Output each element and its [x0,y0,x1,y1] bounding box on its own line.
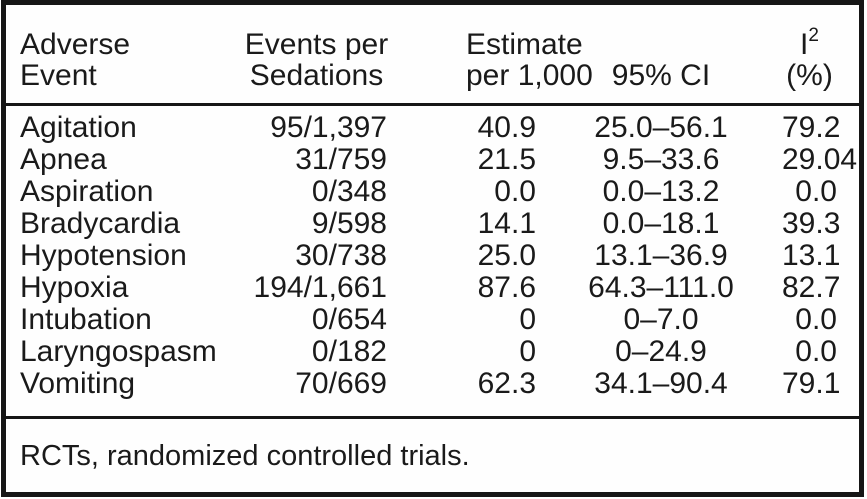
i-squared-cell: 39.3 [782,207,841,240]
i-squared-cell: 13.1 [782,239,841,272]
ci-cell: 25.0–56.1 [594,111,728,144]
table-row: Aspiration 0/348 0.0 0.0–13.2 0.0 [6,176,859,208]
i-squared-exponent: 2 [808,25,819,46]
ci-cell: 0.0–18.1 [602,207,720,240]
events-per-sedations-cell: 194/1,661 [253,271,387,304]
estimate-cell: 14.1 [477,207,536,240]
i-squared-symbol: I2 [782,26,837,61]
events-per-sedations-cell: 0/654 [311,303,387,336]
column-header-adverse-event: Adverse Event [6,29,241,91]
column-header-line: Sedations [249,59,384,92]
ci-cell: 13.1–36.9 [594,239,728,272]
adverse-event-cell: Intubation [20,303,152,336]
events-per-sedations-cell: 30/738 [295,239,387,272]
events-per-sedations-cell: 70/669 [295,367,387,400]
i-squared-cell: 82.7 [782,271,841,304]
table-body: Agitation 95/1,397 40.9 25.0–56.1 79.2 A… [6,106,859,419]
events-per-sedations-cell: 9/598 [311,207,387,240]
column-header-line: per 1,000 [466,59,593,92]
column-header-blank-line [540,29,782,60]
column-header-i-squared: I2 (%) [782,26,859,92]
adverse-event-cell: Hypotension [20,239,187,272]
estimate-cell: 87.6 [477,271,536,304]
adverse-event-cell: Hypoxia [20,271,129,304]
ci-cell: 0–7.0 [623,303,699,336]
adverse-event-cell: Apnea [20,143,107,176]
i-squared-cell: 0.0 [795,303,837,336]
table-row: Laryngospasm 0/182 0 0–24.9 0.0 [6,336,859,368]
adverse-event-cell: Vomiting [20,367,136,400]
events-per-sedations-cell: 95/1,397 [270,111,387,144]
table-row: Vomiting 70/669 62.3 34.1–90.4 79.1 [6,368,859,400]
estimate-cell: 21.5 [477,143,536,176]
i-squared-cell: 79.1 [782,367,841,400]
estimate-cell: 0.0 [494,175,536,208]
estimate-cell: 62.3 [477,367,536,400]
ci-cell: 9.5–33.6 [602,143,720,176]
column-header-estimate-per-1000: Estimate per 1,000 [392,28,593,92]
adverse-event-cell: Aspiration [20,175,154,208]
table-row: Apnea 31/759 21.5 9.5–33.6 29.04 [6,144,859,176]
table-footnote: RCTs, randomized controlled trials. [20,440,470,472]
column-header-95-ci: 95% CI [540,29,782,91]
column-header-line: Adverse [20,28,131,61]
column-header-line: Events per [244,28,389,61]
ci-cell: 0.0–13.2 [602,175,720,208]
adverse-event-cell: Agitation [20,111,137,144]
table-row: Hypoxia 194/1,661 87.6 64.3–111.0 82.7 [6,272,859,304]
ci-cell: 64.3–111.0 [588,271,734,304]
column-header-line: 95% CI [611,59,711,92]
estimate-cell: 0 [519,303,536,336]
i-squared-base: I [800,28,809,61]
table-row: Hypotension 30/738 25.0 13.1–36.9 13.1 [6,240,859,272]
events-per-sedations-cell: 0/182 [311,335,387,368]
estimate-cell: 0 [519,335,536,368]
ci-cell: 34.1–90.4 [594,367,728,400]
column-header-line: Estimate [466,28,583,61]
adverse-event-cell: Laryngospasm [20,335,217,368]
column-header-line: Event [20,59,97,92]
events-per-sedations-cell: 31/759 [295,143,387,176]
i-squared-cell: 0.0 [795,335,837,368]
column-header-events-per-sedations: Events per Sedations [241,29,392,91]
ci-cell: 0–24.9 [615,335,707,368]
i-squared-cell: 79.2 [782,111,841,144]
adverse-event-cell: Bradycardia [20,207,181,240]
table-row: Intubation 0/654 0 0–7.0 0.0 [6,304,859,336]
i-squared-cell: 0.0 [795,175,837,208]
i-squared-cell: 29.04 [782,143,858,176]
table-row: Bradycardia 9/598 14.1 0.0–18.1 39.3 [6,208,859,240]
estimate-cell: 25.0 [477,239,536,272]
table-row: Agitation 95/1,397 40.9 25.0–56.1 79.2 [6,112,859,144]
column-header-line: (%) [786,59,833,92]
table-header: Adverse Event Events per Sedations Estim… [6,5,859,106]
estimate-cell: 40.9 [477,111,536,144]
events-per-sedations-cell: 0/348 [311,175,387,208]
